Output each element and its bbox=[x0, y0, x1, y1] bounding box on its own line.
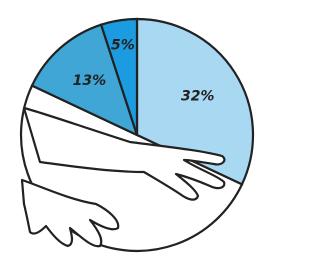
page: 32%13%5% (() => { const data = JSON.pars… bbox=[0, 0, 320, 261]
value-label: 32% bbox=[181, 88, 215, 104]
value-label: 13% bbox=[73, 73, 107, 89]
chart: 32% 13% 5% bbox=[0, 0, 256, 261]
value-label: 5% bbox=[111, 38, 135, 54]
